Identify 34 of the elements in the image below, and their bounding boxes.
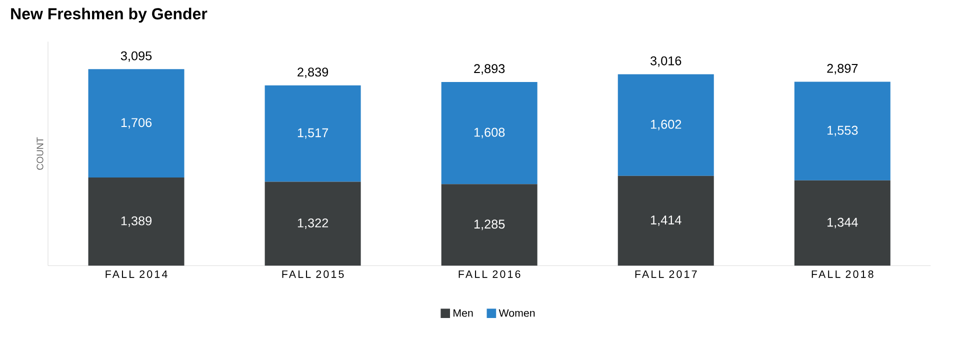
data-label: 1,389 <box>121 216 152 227</box>
bar <box>794 82 890 180</box>
data-label: 1,344 <box>828 218 858 228</box>
data-label: 1,706 <box>121 118 152 129</box>
x-tick-label: FALL 2014 <box>106 270 168 278</box>
x-tick-label: FALL 2018 <box>812 270 874 278</box>
data-label: 1,602 <box>650 120 682 130</box>
total-label: 3,095 <box>120 51 152 62</box>
bar <box>618 74 714 176</box>
data-label: 1,608 <box>474 128 505 138</box>
total-label: 2,893 <box>474 64 505 75</box>
bar <box>441 184 538 266</box>
total-label: 2,839 <box>298 68 328 78</box>
x-tick-label: FALL 2015 <box>282 270 344 278</box>
bar <box>618 176 714 266</box>
bar <box>264 85 361 182</box>
bar <box>88 177 184 266</box>
data-label: 1,414 <box>650 216 682 226</box>
total-label: 3,016 <box>650 56 682 67</box>
data-label: 1,517 <box>298 128 328 139</box>
legend-label: Men <box>454 309 473 317</box>
bar <box>441 82 538 184</box>
x-tick-label: FALL 2016 <box>458 270 520 278</box>
legend-label: Women <box>498 309 535 317</box>
data-label: 1,322 <box>298 218 328 229</box>
bar <box>88 69 184 178</box>
bar <box>794 180 890 266</box>
data-label: 1,553 <box>828 126 858 136</box>
total-label: 2,897 <box>827 64 858 74</box>
bar <box>264 182 361 266</box>
data-label: 1,285 <box>474 220 505 230</box>
chart-title: New Freshmen by Gender <box>11 8 208 23</box>
y-axis-title: COUNT <box>36 137 44 170</box>
x-tick-label: FALL 2017 <box>635 270 697 278</box>
